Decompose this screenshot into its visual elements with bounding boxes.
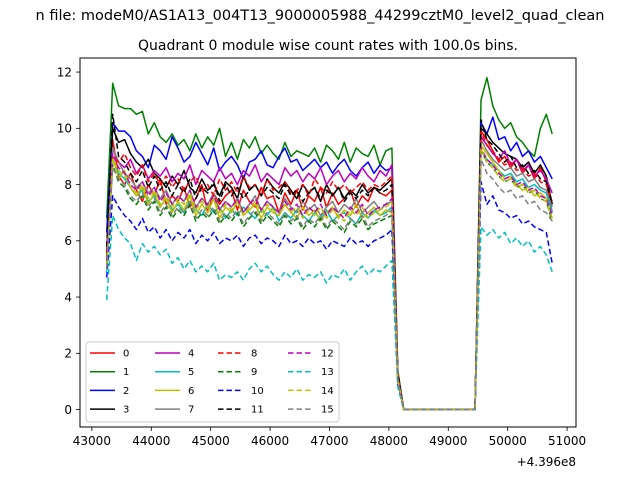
legend-label-12: 12: [321, 349, 334, 360]
y-tick-label: 0: [64, 403, 72, 417]
series-layer: [105, 76, 553, 411]
legend-label-14: 14: [321, 386, 334, 397]
x-tick-label: 48000: [370, 434, 408, 448]
legend-label-4: 4: [188, 349, 194, 360]
x-tick-label: 47000: [310, 434, 348, 448]
x-tick-label: 44000: [132, 434, 170, 448]
x-tick-label: 51000: [548, 434, 586, 448]
x-tick-label: 49000: [429, 434, 467, 448]
plot-frame: [79, 57, 577, 428]
series-line-10: [105, 181, 553, 411]
x-offset-label: +4.396e8: [517, 455, 576, 469]
legend-label-7: 7: [188, 405, 194, 416]
legend-label-11: 11: [251, 405, 264, 416]
legend-label-2: 2: [123, 386, 129, 397]
y-tick-label: 4: [64, 290, 72, 304]
series-line-13: [105, 214, 553, 411]
legend-label-10: 10: [251, 386, 264, 397]
series-line-14: [105, 147, 553, 411]
series-line-15: [105, 158, 553, 411]
legend-label-6: 6: [188, 386, 194, 397]
legend-label-0: 0: [123, 349, 129, 360]
y-axis: 0 2 4 6 8 10 12: [57, 65, 80, 417]
legend-label-5: 5: [188, 367, 194, 378]
figure-suptitle: n file: modeM0/AS1A13_004T13_9000005988_…: [36, 8, 605, 24]
legend-label-8: 8: [251, 349, 257, 360]
legend-label-9: 9: [251, 367, 257, 378]
legend-frame: [85, 341, 340, 423]
chart-title: Quadrant 0 module wise count rates with …: [138, 38, 518, 54]
legend-label-15: 15: [321, 405, 334, 416]
y-tick-label: 12: [57, 65, 72, 79]
legend-label-3: 3: [123, 405, 129, 416]
x-tick-label: 43000: [73, 434, 111, 448]
x-axis: 43000 44000 45000 46000 47000 48000 49000 50000…: [73, 427, 586, 448]
legend-label-13: 13: [321, 367, 334, 378]
y-tick-label: 8: [64, 178, 72, 192]
y-tick-label: 10: [57, 122, 72, 136]
y-tick-label: 6: [64, 234, 72, 248]
y-tick-label: 2: [64, 347, 72, 361]
legend-label-1: 1: [123, 367, 129, 378]
x-tick-label: 46000: [251, 434, 289, 448]
x-tick-label: 50000: [489, 434, 527, 448]
x-tick-label: 45000: [192, 434, 230, 448]
